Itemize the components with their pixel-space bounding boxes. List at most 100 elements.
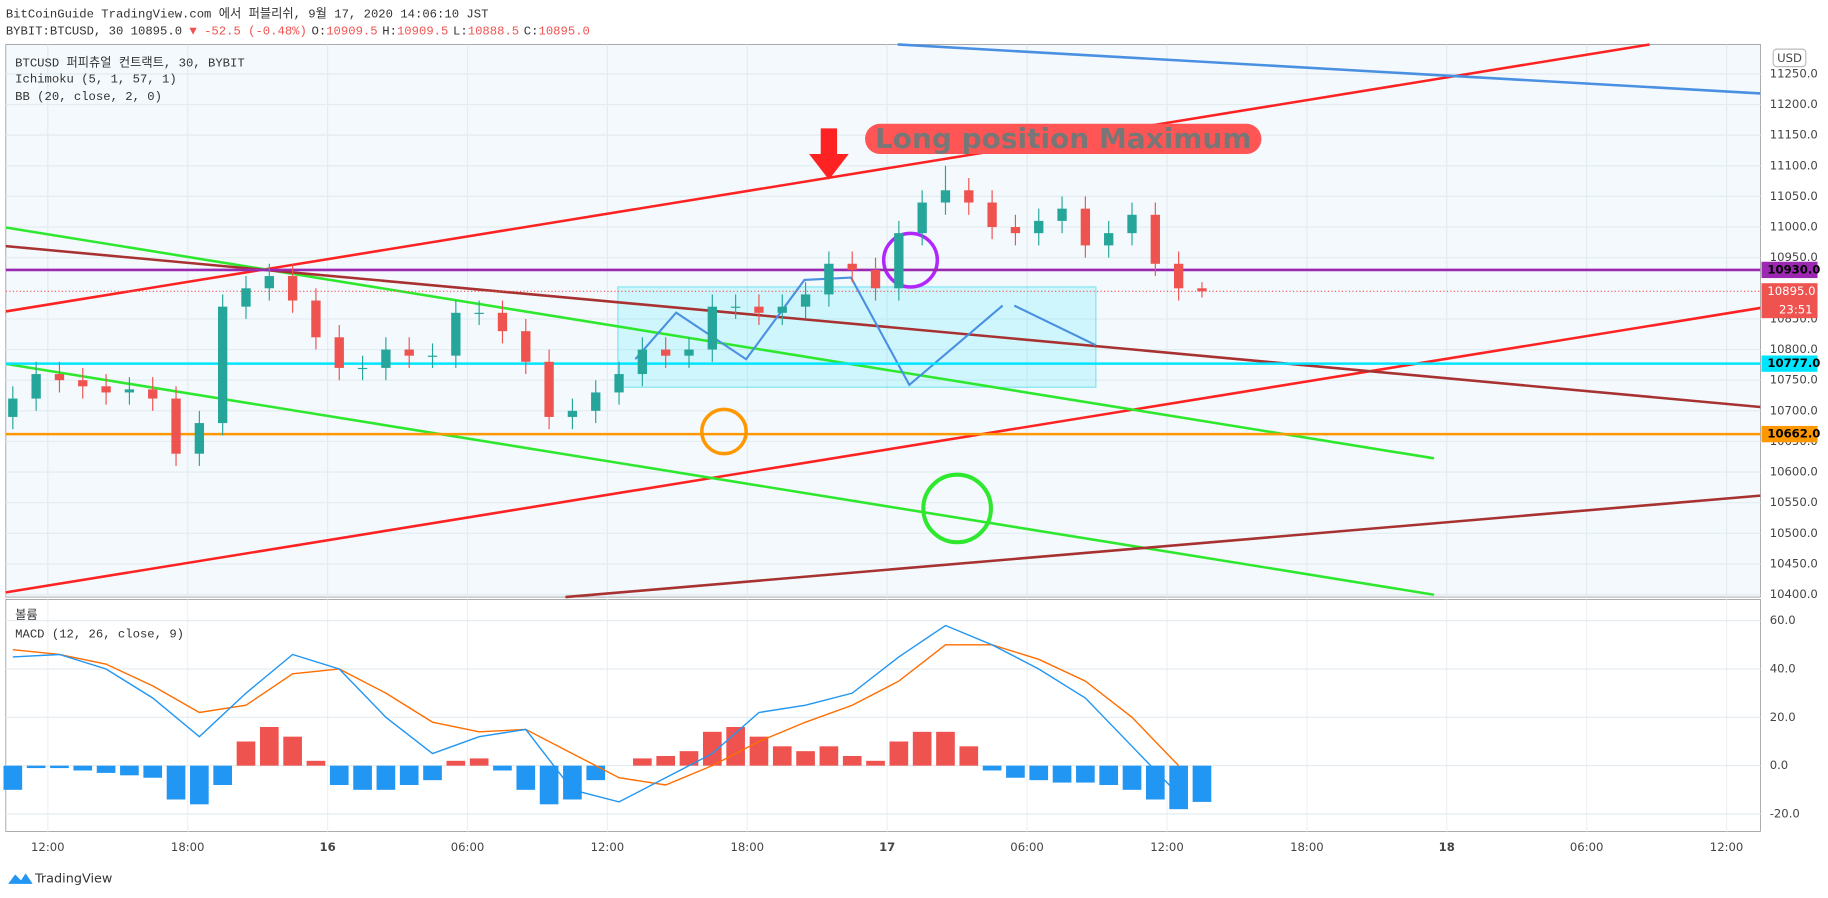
- candle-body: [707, 306, 717, 350]
- candle-body: [1034, 220, 1044, 234]
- y-tick-label: 20.0: [1770, 710, 1796, 724]
- candle-body: [148, 389, 158, 399]
- candle-body: [614, 374, 624, 393]
- currency: USD: [1777, 51, 1802, 65]
- candle-body: [730, 306, 741, 308]
- candle-body: [544, 361, 554, 417]
- candle-body: [567, 410, 578, 417]
- trendline: [897, 43, 1761, 95]
- candle-body: [964, 190, 974, 203]
- candle-body: [1104, 233, 1114, 246]
- candle-body: [987, 202, 997, 228]
- histogram-bar: [563, 765, 582, 800]
- candle-body: [404, 349, 414, 356]
- histogram-bar: [143, 765, 163, 778]
- y-tick-label: -20.0: [1770, 806, 1800, 820]
- y-tick-label: 10500.0: [1770, 526, 1818, 540]
- histogram-bar: [50, 765, 69, 769]
- candle-body: [1057, 208, 1067, 221]
- candle-body: [357, 367, 368, 370]
- candle-body: [264, 276, 274, 289]
- histogram-bar: [120, 765, 139, 776]
- candle-body: [800, 294, 811, 307]
- histogram-bar: [796, 751, 815, 766]
- histogram-bar: [283, 736, 302, 766]
- y-tick-label: 60.0: [1770, 613, 1796, 627]
- histogram-bar: [702, 731, 722, 766]
- price-line-tag: [1761, 261, 1818, 279]
- candle-body: [661, 349, 671, 356]
- ohlc-name: O:: [312, 25, 327, 39]
- x-tick-label: 18: [1439, 840, 1455, 854]
- candle-body: [637, 349, 648, 375]
- symbol: BYBIT:BTCUSD, 30 10895.0: [6, 25, 182, 39]
- x-tick-label: 06:00: [1570, 840, 1604, 854]
- y-tick-label: 0.0: [1770, 758, 1789, 772]
- candle-body: [870, 269, 881, 289]
- ohlc-value: 10895.0: [538, 25, 589, 39]
- candle-body: [1080, 208, 1091, 246]
- y-tick-label: 10600.0: [1770, 465, 1818, 479]
- histogram-bar: [516, 765, 536, 790]
- candle-body: [1173, 263, 1184, 289]
- highlight-box: [617, 286, 1097, 388]
- y-tick-label: 10950.0: [1770, 250, 1818, 264]
- logo: [8, 873, 33, 884]
- arrow-path: [1013, 304, 1097, 347]
- histogram-bar: [912, 731, 932, 766]
- y-tick-label: 10550.0: [1770, 495, 1818, 509]
- legend: BB (20, close, 2, 0): [15, 90, 162, 104]
- x-tick-label: 17: [879, 840, 895, 854]
- ohlc-value: 10909.5: [397, 25, 448, 39]
- x-tick-label: 12:00: [1150, 840, 1184, 854]
- y-tick-label: 10400.0: [1770, 587, 1818, 601]
- histogram-bar: [329, 765, 349, 785]
- x-tick-label: 18:00: [171, 840, 205, 854]
- price-line-label: 10662.0: [1767, 427, 1820, 441]
- candle-body: [101, 386, 111, 393]
- candle-body: [474, 312, 484, 314]
- candle-body: [334, 337, 344, 368]
- candle-body: [940, 190, 951, 203]
- price-line-tag: [1761, 355, 1818, 372]
- histogram-bar: [1052, 765, 1072, 783]
- histogram-bar: [423, 765, 442, 781]
- histogram-bar: [469, 758, 489, 766]
- x-tick-label: 06:00: [1010, 840, 1044, 854]
- y-tick-label: 11250.0: [1770, 66, 1818, 80]
- macd-title: MACD (12, 26, close, 9): [15, 628, 184, 642]
- histogram-bar: [1076, 765, 1095, 783]
- histogram-bar: [259, 726, 279, 766]
- candle-body: [218, 306, 228, 424]
- legend: Ichimoku (5, 1, 57, 1): [15, 73, 177, 87]
- symbol-line: BYBIT:BTCUSD, 30 10895.0 ▼ -52.5 (-0.48%…: [6, 25, 590, 39]
- trendlines: [5, 43, 1761, 599]
- x-tick-label: 06:00: [451, 840, 485, 854]
- ohlc: O:10909.5 H:10909.5 L:10888.5 C:10895.0: [312, 25, 590, 39]
- price-line-label: 10930.0: [1767, 262, 1820, 276]
- candle-body: [894, 233, 904, 289]
- y-tick-label: 40.0: [1770, 661, 1796, 675]
- histogram-bar: [3, 765, 23, 790]
- y-tick-label: 10450.0: [1770, 556, 1818, 570]
- annotation-box: [865, 123, 1262, 155]
- histogram-bar: [539, 765, 559, 805]
- histogram-bar: [842, 755, 862, 766]
- histogram-bar: [1192, 765, 1212, 802]
- trendline: [5, 362, 1435, 596]
- histogram-bar: [166, 765, 186, 800]
- candle-body: [8, 398, 18, 417]
- x-tick-label: 12:00: [591, 840, 625, 854]
- x-tick-label: 18:00: [1290, 840, 1324, 854]
- histogram-bar: [493, 765, 512, 771]
- candle-body: [847, 263, 857, 270]
- histogram-bar: [1029, 765, 1049, 781]
- histogram-bar: [73, 765, 93, 771]
- signal-line: [12, 644, 1180, 786]
- candle-body: [777, 306, 787, 313]
- histogram-bar: [26, 765, 46, 769]
- last-price-tag: [1761, 283, 1818, 319]
- countdown: 23:51: [1779, 303, 1813, 317]
